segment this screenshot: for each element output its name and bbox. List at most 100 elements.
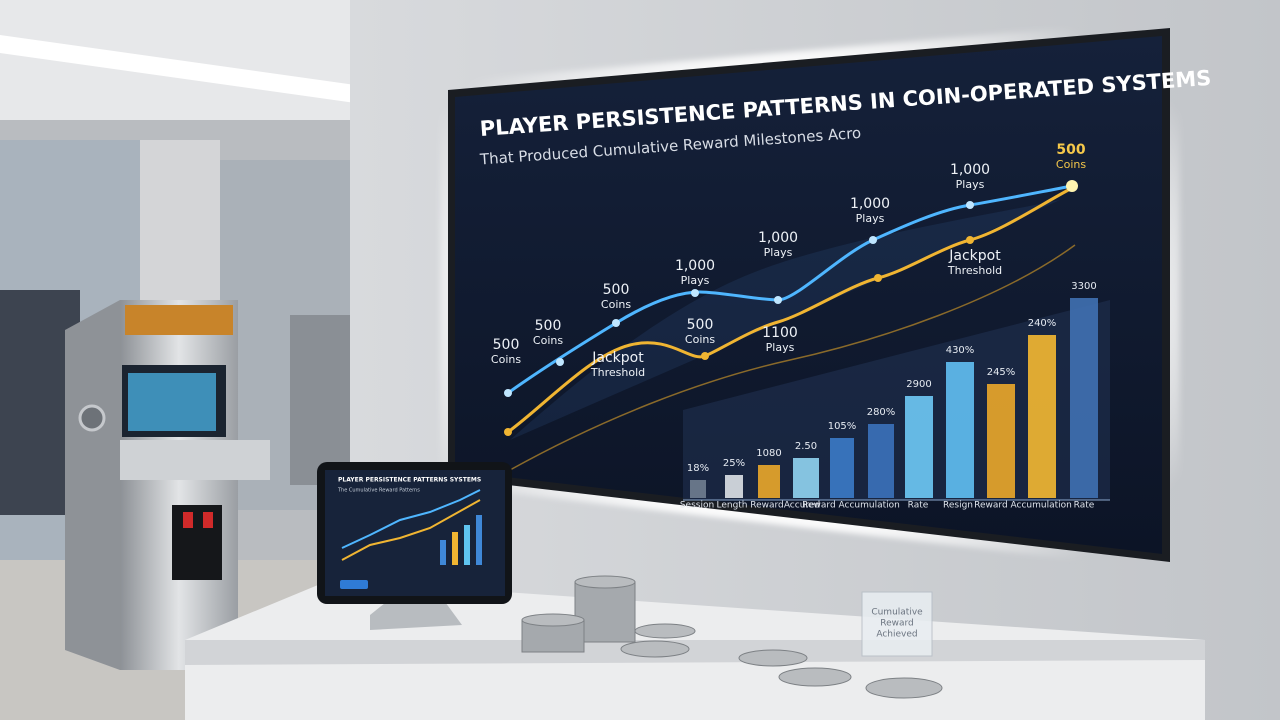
annotation: Jackpot [948,248,1001,264]
bar [1028,335,1056,498]
marquee [125,305,233,335]
tablet-line [341,499,481,561]
bars [690,298,1098,498]
annotation: Plays [766,341,795,354]
cabinet-side [65,300,120,670]
tablet: PLAYER PERSISTENCE PATTERNS SYSTEMS The … [317,462,512,630]
annotation: Coins [601,298,631,311]
bar [1070,298,1098,498]
annotation: Coins [491,353,521,366]
axis-label: Reward Accumulation [974,501,1072,511]
bar-label: 280% [867,407,896,418]
point [966,236,974,244]
point [556,358,564,366]
axis-label: Reward [750,501,784,511]
ceiling-light [0,35,350,103]
annotation: Plays [956,178,985,191]
coin [574,575,636,589]
point [966,201,974,209]
tablet-bar [440,540,446,565]
annotation: Threshold [590,366,645,379]
plaque-line: Reward [880,619,914,629]
bar-label: 430% [946,345,975,356]
bar-label: 2900 [906,379,931,390]
table-edge [185,640,1205,665]
bar [905,396,933,498]
annotation: Threshold [947,264,1002,277]
tablet-title: PLAYER PERSISTENCE PATTERNS SYSTEMS [338,477,481,484]
axis-label: Resign [943,501,973,511]
bar [868,424,894,498]
bar [946,362,974,498]
axis-label: Reward Accumulation [802,501,900,511]
annotation: 500 [535,318,562,334]
bar [830,438,854,498]
tablet-subtitle: The Cumulative Reward Patterns [337,488,420,494]
bar-label: 3300 [1071,281,1096,292]
annotation: 500 [687,317,714,333]
bar-label: 240% [1028,318,1057,329]
axis-label: Accured [784,501,820,511]
coin [778,667,852,687]
point [874,274,882,282]
control-panel [120,440,270,480]
bar-label: 105% [828,421,857,432]
arcade-cabinet [65,300,270,670]
faint-line [509,244,1076,471]
point [612,319,620,327]
bar [725,475,743,498]
cabinet-front [120,300,238,670]
axis-label: Length [716,501,747,511]
annotation: 1,000 [675,258,715,274]
axis-label: Rate [908,501,929,511]
annotation: 1,000 [850,196,890,212]
tablet-line [341,489,481,549]
coin [521,613,585,627]
point [504,428,512,436]
point [701,352,709,360]
annotation: Plays [856,212,885,225]
annotation: Coins [1056,158,1086,171]
annotation: Coins [685,333,715,346]
bar-label: 25% [723,458,745,469]
point [691,289,699,297]
point [504,389,512,397]
bar-label: 1080 [756,448,781,459]
plaque-line: Cumulative [871,608,923,618]
tablet-bar [452,532,458,565]
coin-slot [203,512,213,528]
coins [521,575,943,699]
coin [634,623,696,639]
annotation: Plays [681,274,710,287]
tablet-button [340,580,368,589]
bar-labels: 18% 25% 1080 2.50 105% 280% 2900 430% 245% 240% 33… [687,281,1097,474]
lock [78,404,106,432]
annotation: 500 [603,282,630,298]
annotation: 500 [1056,142,1085,158]
point [869,236,877,244]
bar [987,384,1015,498]
background-arcade [290,315,350,485]
bar [793,458,819,498]
coin [620,640,690,658]
plaque-line: Achieved [876,630,917,640]
axis-label: Rate [1074,501,1095,511]
point [774,296,782,304]
bar [690,480,706,498]
point [1066,180,1078,192]
annotation: 500 [493,337,520,353]
annotation: 1,000 [758,230,798,246]
bar-label: 18% [687,463,709,474]
coin-door [172,505,222,580]
coin-slot [183,512,193,528]
axis-label: Session [680,501,714,511]
bar-label: 2.50 [795,441,817,452]
coin [865,677,943,699]
annotation: 1100 [762,325,798,341]
line-points [504,180,1078,436]
tablet-bar [476,515,482,565]
